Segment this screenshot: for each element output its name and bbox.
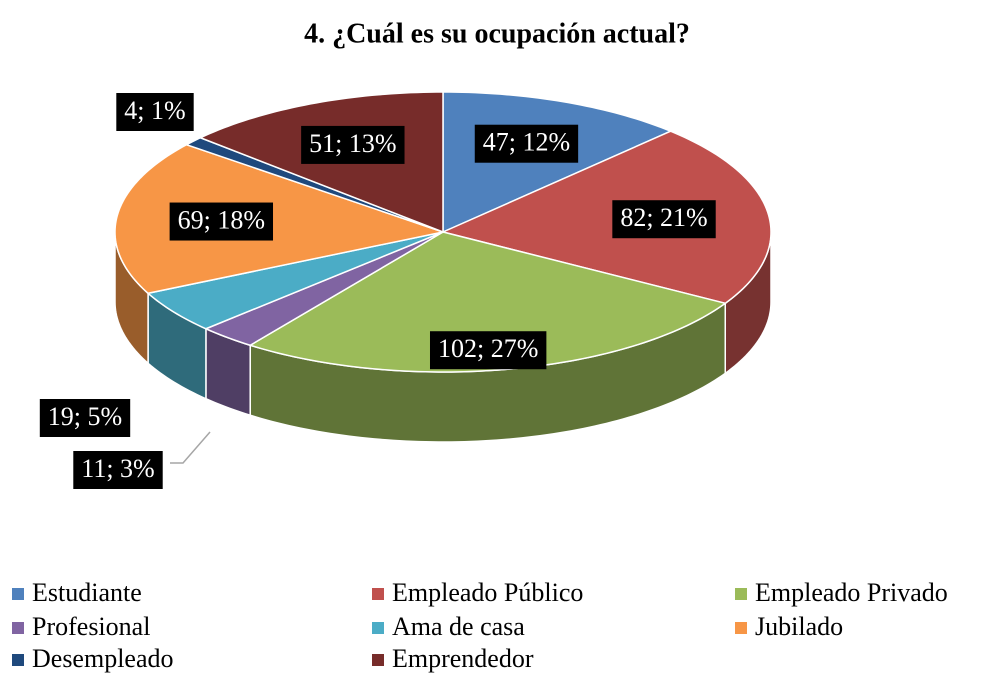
slice-sides <box>114 231 772 443</box>
legend-swatch <box>735 588 747 600</box>
legend-swatch <box>735 622 747 634</box>
data-label: 51; 13% <box>309 129 396 158</box>
data-label-box <box>39 399 131 437</box>
slice <box>114 143 446 295</box>
legend-label: Estudiante <box>32 578 142 607</box>
slice <box>440 130 772 305</box>
legend-label: Emprendedor <box>392 644 534 673</box>
data-label: 11; 3% <box>81 454 154 483</box>
data-label: 47; 12% <box>483 128 570 157</box>
legend-label: Jubilado <box>755 612 843 641</box>
legend-label: Empleado Privado <box>755 578 948 607</box>
data-label-box <box>474 124 579 163</box>
chart-title: 4. ¿Cuál es su ocupación actual? <box>304 18 690 49</box>
legend-label: Empleado Público <box>392 578 583 607</box>
data-label: 4; 1% <box>124 96 185 125</box>
legend-swatch <box>372 588 384 600</box>
legend-swatch <box>12 622 24 634</box>
data-label-box <box>429 331 547 370</box>
legend-label: Desempleado <box>32 644 174 673</box>
slice <box>203 231 444 347</box>
legend-swatch <box>12 588 24 600</box>
data-label-box <box>73 451 163 489</box>
slice <box>146 231 444 330</box>
data-label: 19; 5% <box>48 402 122 431</box>
data-labels: 47; 12% 82; 21% 102; 27% 11; 3% 19; 5% 69; 18… <box>39 93 716 489</box>
slice-tops <box>114 91 772 373</box>
legend-swatch <box>372 654 384 666</box>
leader-line <box>170 431 211 464</box>
data-label-box <box>116 93 194 131</box>
data-label-box <box>301 125 405 164</box>
legend-label: Ama de casa <box>392 612 525 641</box>
legend-swatch <box>372 622 384 634</box>
data-label: 82; 21% <box>620 203 707 232</box>
data-label: 102; 27% <box>438 334 538 363</box>
data-label: 69; 18% <box>178 206 265 235</box>
data-label-box <box>612 200 716 239</box>
legend-swatch <box>12 654 24 666</box>
data-label-box <box>169 202 274 241</box>
legend-label: Profesional <box>32 612 150 641</box>
